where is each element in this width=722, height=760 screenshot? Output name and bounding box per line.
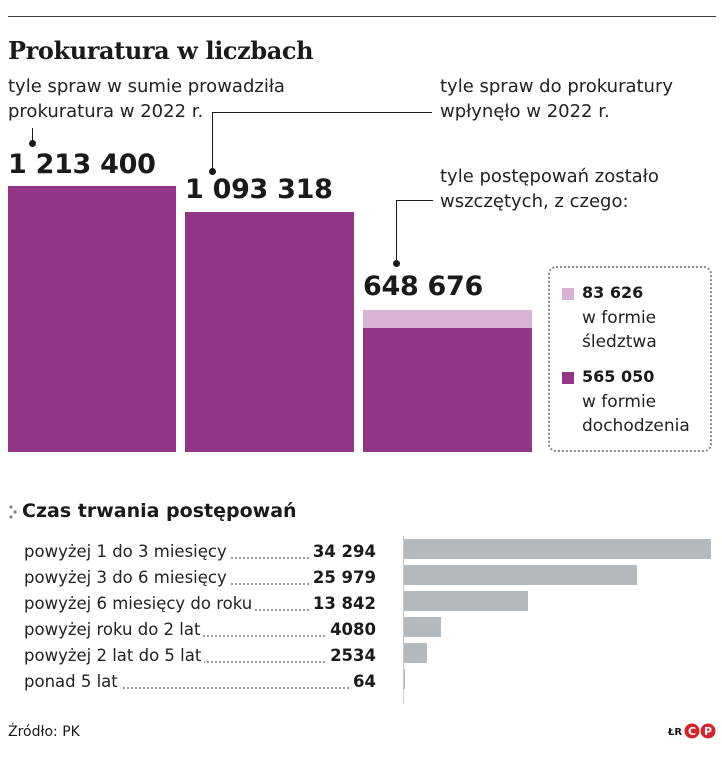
legend-text-sledztwo: w formie śledztwa	[582, 306, 657, 354]
caption-total-line-2: prokuratura w 2022 r.	[8, 101, 204, 122]
section-bullet-icon	[9, 505, 17, 519]
legend-text-sledztwo-line-2: śledztwa	[582, 332, 657, 352]
svg-text:P: P	[704, 725, 712, 738]
leader-line-total	[32, 128, 33, 142]
duration-row-value: 25 979	[309, 565, 376, 591]
duration-row: powyżej roku do 2 lat 4080	[24, 617, 376, 643]
duration-row-label: powyżej 3 do 6 miesięcy	[24, 565, 230, 591]
publisher-logo-icon: C P	[684, 723, 716, 739]
source-note: Źródło: PK	[8, 724, 80, 740]
bar-received	[185, 212, 354, 452]
duration-row: powyżej 1 do 3 miesięcy 34 294	[24, 539, 376, 565]
legend-text-dochodzenie-line-2: dochodzenia	[582, 416, 690, 436]
duration-row: powyżej 6 miesięcy do roku 13 842	[24, 591, 376, 617]
caption-received-line-2: wpłynęło w 2022 r.	[440, 101, 610, 122]
duration-section-title: Czas trwania postępowań	[22, 500, 297, 522]
duration-row-label: powyżej roku do 2 lat	[24, 617, 204, 643]
caption-initiated-line-1: tyle postępowań zostało	[440, 166, 659, 187]
legend-text-dochodzenie-line-1: w formie	[582, 392, 657, 412]
caption-received: tyle spraw do prokuratury wpłynęło w 202…	[440, 74, 673, 124]
top-rule	[8, 16, 716, 17]
chart-title: Prokuratura w liczbach	[8, 36, 314, 65]
duration-bar	[404, 643, 427, 663]
duration-row-value: 34 294	[309, 539, 376, 565]
duration-bar	[404, 565, 637, 585]
duration-row-value: 13 842	[309, 591, 376, 617]
duration-row-label: powyżej 1 do 3 miesięcy	[24, 539, 230, 565]
legend-text-sledztwo-line-1: w formie	[582, 308, 657, 328]
duration-row-label: ponad 5 lat	[24, 669, 121, 695]
duration-row: powyżej 2 lat do 5 lat 2534	[24, 643, 376, 669]
duration-axis	[403, 536, 404, 704]
legend-text-dochodzenie: w formie dochodzenia	[582, 390, 690, 438]
legend-value-dochodzenie: 565 050	[582, 367, 655, 386]
leader-dot-total	[29, 140, 36, 147]
duration-bar	[404, 617, 441, 637]
legend-swatch-dochodzenie	[562, 372, 574, 384]
duration-row-value: 2534	[327, 643, 376, 669]
leader-dot-received	[209, 168, 216, 175]
duration-bar	[404, 539, 711, 559]
leader-line-received-tail	[346, 112, 432, 113]
leader-dot-initiated	[393, 260, 400, 267]
caption-initiated-line-2: wszczętych, z czego:	[440, 191, 629, 212]
legend-box	[548, 266, 712, 452]
caption-received-line-1: tyle spraw do prokuratury	[440, 76, 674, 97]
duration-row-value: 64	[350, 669, 376, 695]
value-label-received: 1 093 318	[185, 174, 333, 205]
value-label-total: 1 213 400	[8, 149, 156, 180]
bar-total	[8, 186, 176, 452]
leader-line-initiated	[396, 200, 433, 263]
bar-initiated-dochodzenie	[363, 328, 532, 452]
bar-initiated-sledztwo	[363, 310, 532, 328]
caption-total-line-1: tyle spraw w sumie prowadziła	[8, 76, 285, 97]
duration-row-leader-dots	[24, 687, 376, 689]
author-credit: ŁR	[668, 727, 683, 738]
duration-bar	[404, 591, 528, 611]
duration-row: powyżej 3 do 6 miesięcy 25 979	[24, 565, 376, 591]
value-label-initiated: 648 676	[363, 271, 484, 302]
duration-row-value: 4080	[327, 617, 376, 643]
duration-bar	[404, 669, 405, 689]
legend-swatch-sledztwo	[562, 288, 574, 300]
legend-value-sledztwo: 83 626	[582, 283, 644, 302]
caption-total: tyle spraw w sumie prowadziła prokuratur…	[8, 74, 285, 124]
duration-row-label: powyżej 6 miesięcy do roku	[24, 591, 256, 617]
leader-line-received	[212, 112, 347, 171]
svg-text:C: C	[688, 725, 696, 738]
duration-row: ponad 5 lat 64	[24, 669, 376, 695]
caption-initiated: tyle postępowań zostało wszczętych, z cz…	[440, 164, 659, 214]
duration-row-label: powyżej 2 lat do 5 lat	[24, 643, 205, 669]
